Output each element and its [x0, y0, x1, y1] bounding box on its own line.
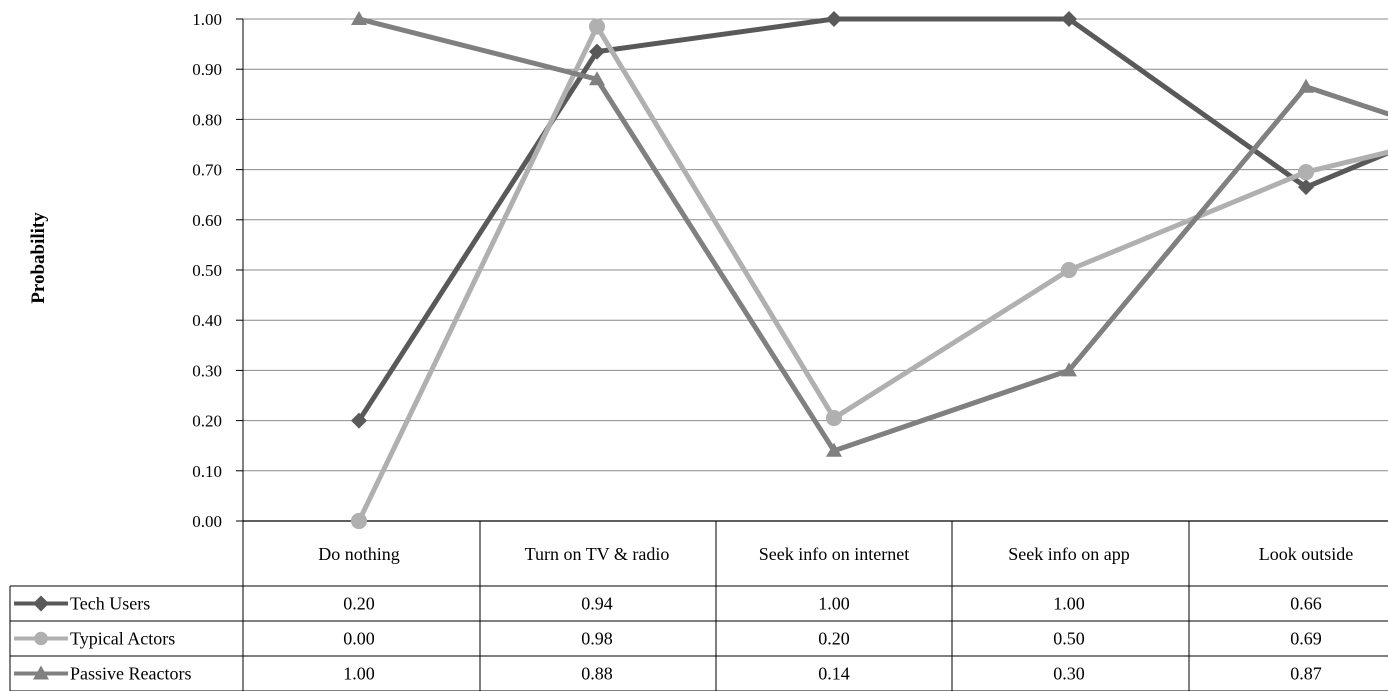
y-tick-label: 0.00: [192, 512, 222, 531]
gridlines: [236, 18, 1388, 522]
diamond-marker: [351, 412, 367, 429]
y-tick-label: 0.20: [192, 412, 222, 431]
series-lines: [350, 11, 1388, 530]
y-tick-label: 0.60: [192, 211, 222, 230]
series-line: [356, 24, 1388, 523]
triangle-marker: [589, 71, 605, 86]
circle-marker: [350, 512, 368, 530]
table-value: 0.50: [1053, 629, 1085, 649]
y-tick-label: 0.10: [192, 462, 222, 481]
triangle-marker: [351, 11, 367, 25]
y-tick-label: 0.70: [192, 161, 222, 180]
diamond-marker: [1061, 11, 1077, 27]
y-tick-label: 0.30: [192, 361, 222, 380]
diamond-marker: [33, 595, 49, 612]
circle-marker: [1297, 164, 1315, 181]
series-line: [358, 16, 1388, 454]
diamond-marker: [1298, 179, 1314, 196]
y-tick-label: 1.00: [192, 10, 222, 29]
circle-marker: [34, 631, 48, 646]
category-label: Do nothing: [318, 544, 400, 564]
circle-marker: [825, 410, 843, 427]
table-value: 1.00: [818, 594, 850, 614]
table-value: 0.14: [818, 664, 850, 684]
y-tick-label: 0.50: [192, 261, 222, 280]
category-label: Turn on TV & radio: [525, 544, 670, 564]
category-label: Seek info on app: [1008, 544, 1129, 564]
circle-marker: [1060, 261, 1078, 279]
category-label: Look outside: [1259, 544, 1354, 564]
table-value: 1.00: [1053, 594, 1085, 614]
triangle-marker: [826, 442, 842, 457]
circle-marker: [588, 18, 606, 35]
data-table: Do nothing Turn on TV & radio Seek info on…: [9, 520, 1388, 691]
triangle-marker: [33, 665, 49, 680]
y-axis-title: Probability: [28, 212, 49, 304]
diamond-marker: [589, 43, 605, 60]
y-tick-labels: 0.00 0.10 0.20 0.30 0.40 0.50 0.60 0.70 0.80 0.90…: [192, 10, 222, 531]
table-value: 1.00: [343, 664, 375, 684]
y-tick-label: 0.80: [192, 110, 222, 129]
table-value: 0.87: [1290, 664, 1322, 684]
y-tick-label: 0.90: [192, 60, 222, 79]
table-value: 0.69: [1290, 629, 1322, 649]
category-label: Seek info on internet: [759, 544, 909, 564]
table-value: 0.66: [1290, 594, 1322, 614]
table-value: 0.98: [581, 629, 613, 649]
table-value: 0.00: [343, 629, 375, 649]
table-value: 0.30: [1053, 664, 1085, 684]
table-value: 0.94: [581, 594, 613, 614]
triangle-marker: [1298, 78, 1314, 93]
table-value: 0.20: [818, 629, 850, 649]
y-tick-label: 0.40: [192, 311, 222, 330]
table-value: 0.20: [343, 594, 375, 614]
triangle-marker: [1061, 362, 1077, 377]
diamond-marker: [826, 11, 842, 27]
legend-series-name: Typical Actors: [70, 629, 175, 649]
table-value: 0.88: [581, 664, 613, 684]
legend-series-name: Tech Users: [70, 594, 150, 614]
legend-series-name: Passive Reactors: [70, 664, 191, 684]
